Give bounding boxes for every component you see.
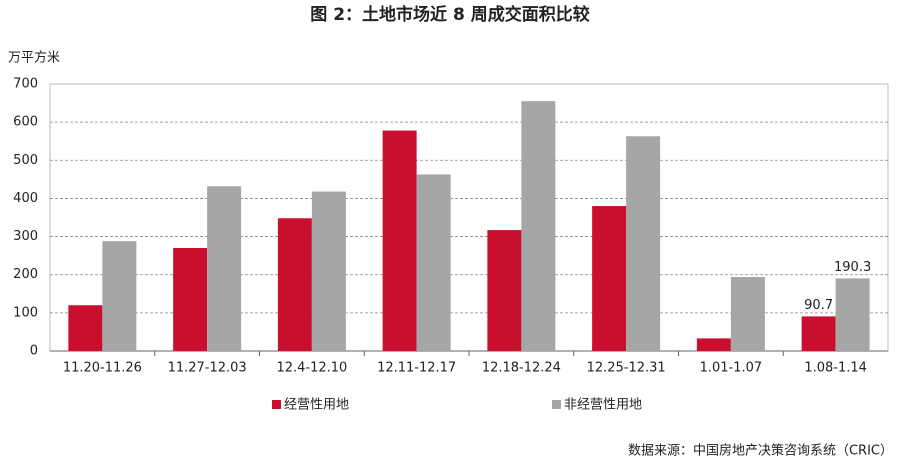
legend-swatch: [552, 400, 561, 409]
bar: [696, 338, 731, 351]
y-axis-label: 万平方米: [8, 50, 60, 66]
y-tick-label: 400: [13, 191, 38, 206]
y-tick-label: 700: [13, 77, 38, 92]
bar: [592, 206, 627, 351]
bar: [626, 136, 661, 351]
x-tick-label: 12.4-12.10: [276, 361, 347, 376]
bar: [730, 277, 765, 351]
legend-swatch: [272, 400, 281, 409]
bar: [311, 191, 346, 351]
y-tick-label: 200: [13, 267, 38, 282]
y-tick-label: 0: [30, 344, 38, 359]
legend-label: 非经营性用地: [564, 398, 642, 413]
bar: [521, 101, 556, 352]
bar: [277, 218, 312, 351]
x-tick-label: 1.08-1.14: [804, 361, 867, 376]
x-tick-label: 11.27-12.03: [168, 361, 247, 376]
bar: [487, 230, 522, 351]
value-label: 190.3: [834, 260, 871, 275]
value-label: 90.7: [804, 298, 833, 313]
y-tick-label: 100: [13, 305, 38, 320]
x-tick-label: 12.25-12.31: [587, 361, 666, 376]
x-tick-label: 12.18-12.24: [482, 361, 561, 376]
bar: [68, 305, 103, 351]
bar: [801, 316, 836, 351]
bar: [835, 278, 870, 351]
bar: [207, 186, 242, 351]
bar: [382, 130, 417, 351]
bar: [102, 241, 137, 351]
y-tick-label: 600: [13, 115, 38, 130]
x-tick-label: 11.20-11.26: [63, 361, 142, 376]
legend-label: 经营性用地: [284, 398, 349, 413]
x-tick-label: 1.01-1.07: [700, 361, 763, 376]
source-note: 数据来源：中国房地产决策咨询系统（CRIC）: [628, 443, 893, 459]
y-tick-label: 500: [13, 153, 38, 168]
bar: [416, 174, 451, 351]
x-tick-label: 12.11-12.17: [377, 361, 456, 376]
bar: [173, 248, 208, 351]
chart-title: 图 2：土地市场近 8 周成交面积比较: [310, 4, 589, 25]
y-tick-label: 300: [13, 229, 38, 244]
